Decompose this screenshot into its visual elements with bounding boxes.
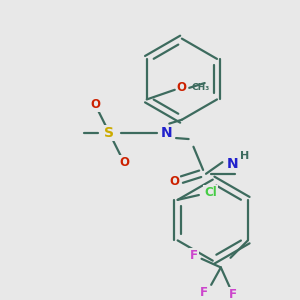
Text: F: F — [190, 249, 198, 262]
Text: Cl: Cl — [204, 186, 217, 199]
Text: CH₃: CH₃ — [191, 83, 209, 92]
Text: N: N — [160, 126, 172, 140]
Text: N: N — [226, 157, 238, 171]
Text: O: O — [169, 175, 179, 188]
Text: O: O — [119, 156, 129, 169]
Text: F: F — [228, 288, 236, 300]
Text: O: O — [90, 98, 100, 111]
Text: H: H — [240, 152, 249, 161]
Text: O: O — [176, 81, 187, 94]
Text: F: F — [200, 286, 208, 299]
Text: S: S — [104, 126, 114, 140]
